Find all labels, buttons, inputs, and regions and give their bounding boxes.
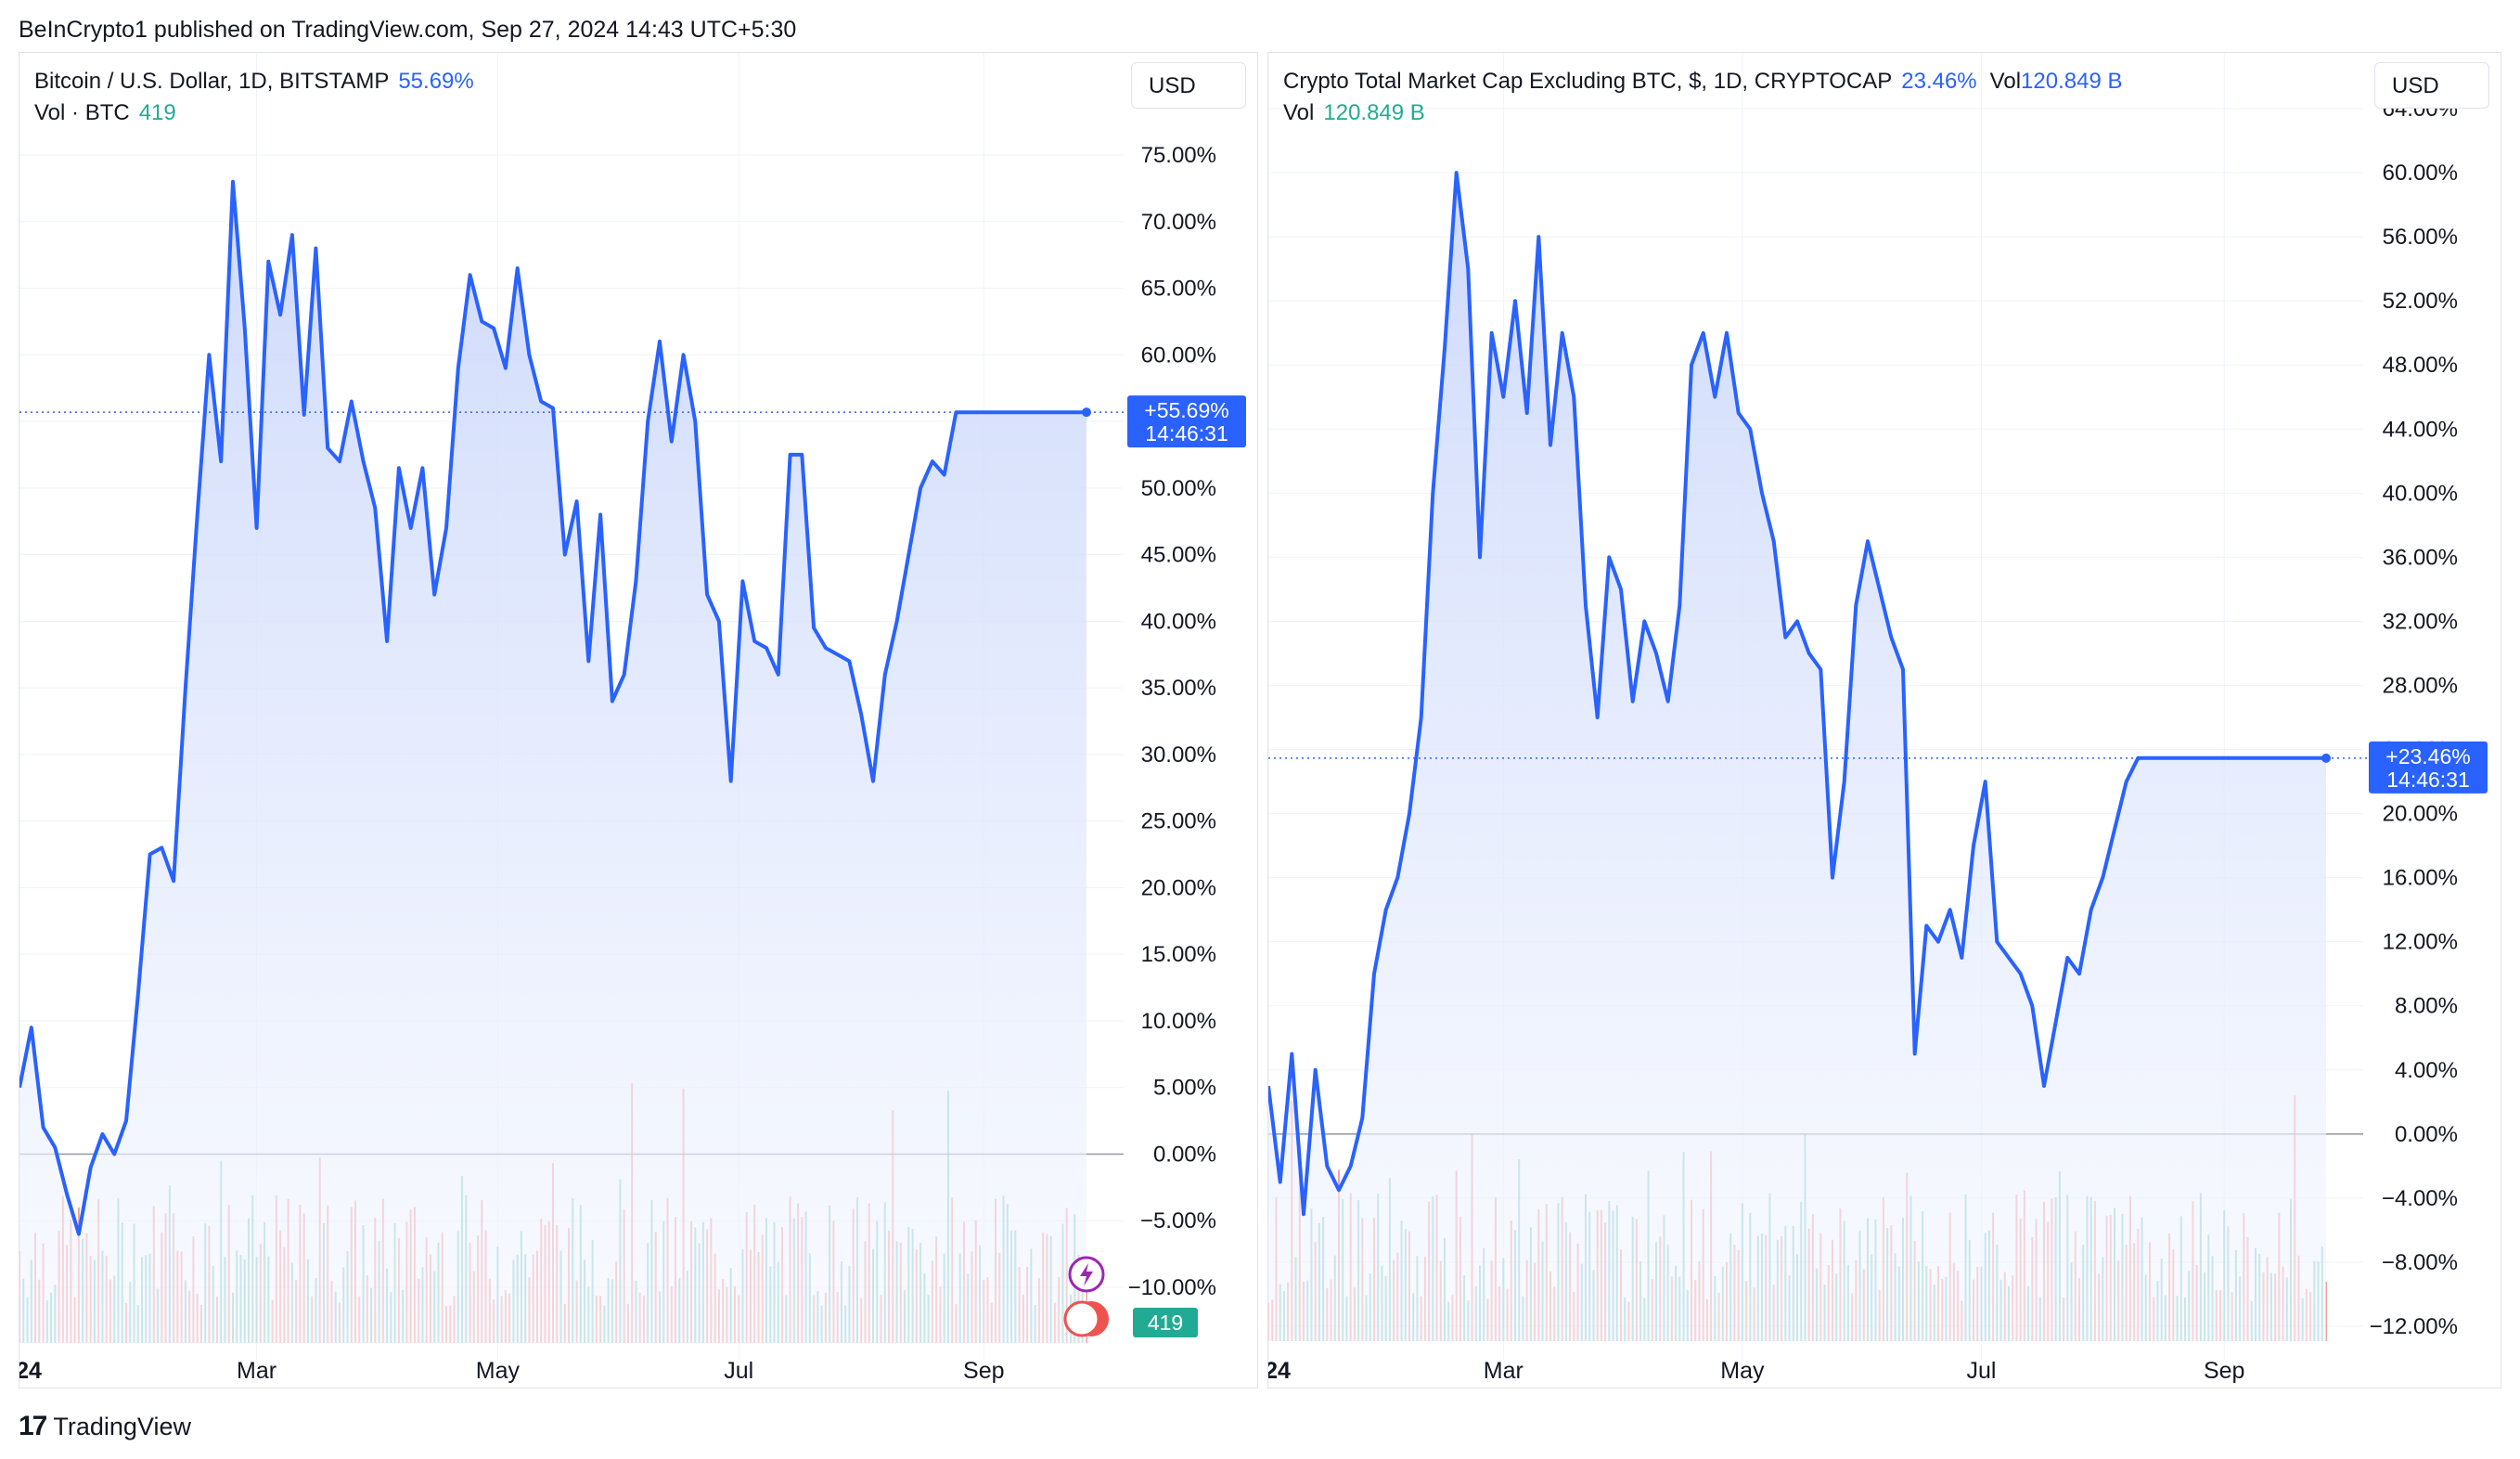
publish-header: BeInCrypto1 published on TradingView.com… — [19, 17, 797, 43]
y-tick-label: 5.00% — [1153, 1076, 1216, 1101]
btc-volume-badge — [1133, 1308, 1198, 1337]
total2-legend-value: 23.46% — [1901, 69, 1977, 94]
y-tick-label: 56.00% — [2383, 225, 2458, 250]
btc-chart-svg[interactable]: 75.00%70.00%65.00%60.00%55.00%50.00%45.0… — [19, 53, 1257, 1388]
total2-legend: Crypto Total Market Cap Excluding BTC, $… — [1283, 66, 2122, 129]
y-tick-label: 52.00% — [2383, 289, 2458, 314]
x-tick-label: 24 — [1268, 1358, 1291, 1384]
y-tick-label: 60.00% — [2383, 161, 2458, 186]
x-tick-label: Jul — [724, 1358, 753, 1384]
btc-legend: Bitcoin / U.S. Dollar, 1D, BITSTAMP 55.69… — [34, 66, 474, 129]
y-tick-label: 8.00% — [2395, 994, 2458, 1019]
y-tick-label: 35.00% — [1141, 676, 1216, 701]
btc-vol-value: 419 — [138, 100, 176, 125]
x-tick-label: Mar — [237, 1358, 276, 1384]
lightning-bolt-icon — [1080, 1263, 1093, 1286]
y-tick-label: 0.00% — [2395, 1122, 2458, 1147]
last-value-label: +23.46% — [2385, 744, 2470, 768]
us-flag-icon — [1063, 1300, 1100, 1337]
y-tick-label: 75.00% — [1141, 143, 1216, 168]
y-tick-label: 0.00% — [1153, 1142, 1216, 1167]
y-tick-label: 60.00% — [1141, 342, 1216, 368]
total2-vol-inline-value: 120.849 B — [2021, 69, 2123, 94]
total2-title[interactable]: Crypto Total Market Cap Excluding BTC, $… — [1283, 69, 1893, 94]
y-tick-label: 12.00% — [2383, 930, 2458, 955]
y-tick-label: 4.00% — [2395, 1058, 2458, 1083]
x-tick-label: 24 — [19, 1358, 42, 1384]
y-tick-label: 30.00% — [1141, 742, 1216, 768]
y-tick-label: 16.00% — [2383, 866, 2458, 891]
y-tick-label: 28.00% — [2383, 673, 2458, 698]
last-value-time: 14:46:31 — [1145, 421, 1228, 445]
btc-vol-label: Vol · BTC — [34, 100, 130, 125]
y-tick-label: 70.00% — [1141, 210, 1216, 235]
y-tick-label: −5.00% — [1140, 1208, 1216, 1233]
btc-volume-badge-label: 419 — [1148, 1311, 1183, 1335]
series-area — [1268, 173, 2326, 1342]
x-tick-label: Sep — [2204, 1358, 2244, 1384]
y-tick-label: 20.00% — [2383, 802, 2458, 827]
y-tick-label: 20.00% — [1141, 875, 1216, 900]
y-tick-label: 48.00% — [2383, 353, 2458, 378]
last-point-marker — [2321, 753, 2331, 763]
footer-brand[interactable]: 17 TradingView — [19, 1411, 191, 1442]
tradingview-logo-icon: 17 — [19, 1411, 47, 1441]
footer-brand-label: TradingView — [53, 1412, 191, 1440]
series-line — [19, 179, 1086, 1236]
btc-currency-button[interactable]: USD — [1131, 62, 1246, 109]
series-area — [19, 181, 1086, 1344]
y-tick-label: 44.00% — [2383, 417, 2458, 442]
y-tick-label: 40.00% — [2383, 481, 2458, 506]
y-tick-label: −8.00% — [2382, 1250, 2458, 1275]
y-tick-label: −4.00% — [2382, 1186, 2458, 1211]
y-tick-label: 36.00% — [2383, 545, 2458, 570]
total2-vol-inline-label: Vol — [1989, 69, 2022, 94]
y-tick-label: 50.00% — [1141, 476, 1216, 501]
last-value-badge — [2369, 741, 2488, 794]
chart-panel-total2[interactable]: 64.00%60.00%56.00%52.00%48.00%44.00%40.0… — [1267, 52, 2501, 1388]
last-point-marker — [1082, 407, 1091, 418]
y-tick-label: 40.00% — [1141, 609, 1216, 634]
total2-vol-value: 120.849 B — [1323, 100, 1425, 125]
y-tick-label: −12.00% — [2370, 1314, 2458, 1339]
last-value-label: +55.69% — [1144, 398, 1228, 422]
y-tick-label: 15.00% — [1141, 942, 1216, 967]
x-tick-label: May — [1720, 1358, 1765, 1384]
btc-title[interactable]: Bitcoin / U.S. Dollar, 1D, BITSTAMP — [34, 69, 390, 94]
x-tick-label: May — [476, 1358, 521, 1384]
chart-panel-btc[interactable]: 75.00%70.00%65.00%60.00%55.00%50.00%45.0… — [19, 52, 1258, 1388]
y-tick-label: 45.00% — [1141, 543, 1216, 568]
y-tick-label: 10.00% — [1141, 1009, 1216, 1034]
last-value-time: 14:46:31 — [2386, 768, 2470, 792]
last-value-badge — [1127, 395, 1246, 448]
total2-currency-button[interactable]: USD — [2374, 62, 2489, 109]
y-tick-label: 65.00% — [1141, 277, 1216, 302]
x-tick-label: Jul — [1966, 1358, 1996, 1384]
total2-vol-label: Vol — [1283, 100, 1315, 125]
y-tick-label: 32.00% — [2383, 609, 2458, 634]
btc-legend-value: 55.69% — [398, 69, 474, 94]
x-tick-label: Sep — [963, 1358, 1004, 1384]
y-tick-label: 25.00% — [1141, 809, 1216, 834]
total2-chart-svg[interactable]: 64.00%60.00%56.00%52.00%48.00%44.00%40.0… — [1268, 53, 2501, 1388]
x-tick-label: Mar — [1484, 1358, 1524, 1384]
y-tick-label: −10.00% — [1128, 1275, 1216, 1300]
